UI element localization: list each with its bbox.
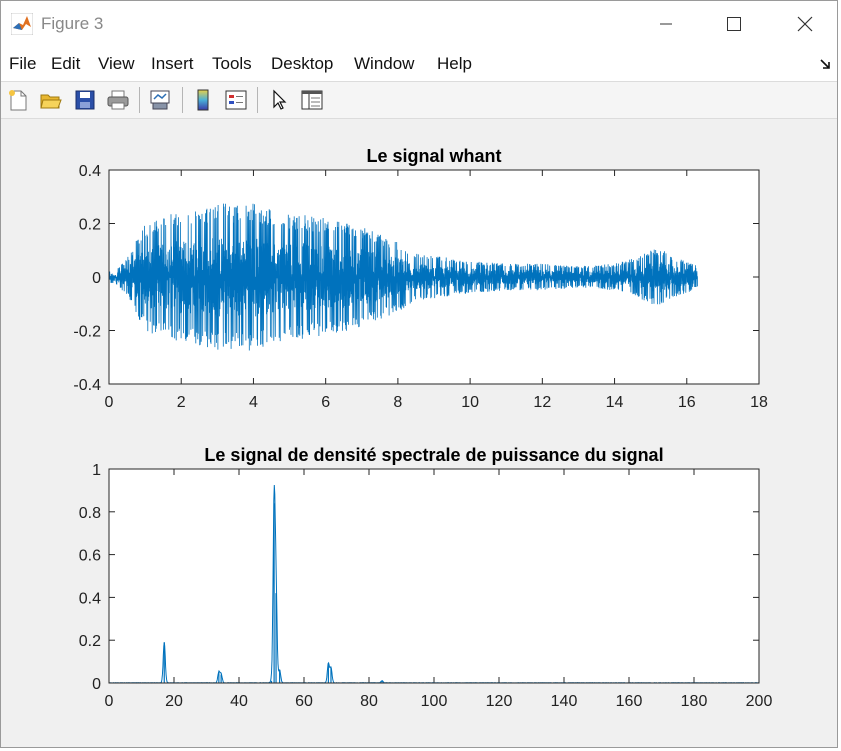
new-figure-button[interactable] bbox=[4, 86, 32, 114]
dock-figure-icon[interactable] bbox=[820, 58, 832, 70]
save-button[interactable] bbox=[71, 86, 99, 114]
y-tick-label: -0.2 bbox=[73, 324, 101, 341]
axes-signal[interactable]: Le signal whant 0 2 4 6 8 10 12 14 16 18 -0.4 -0.2 0 0… bbox=[73, 146, 768, 411]
print-button[interactable] bbox=[104, 86, 132, 114]
x-tick-label: 0 bbox=[105, 693, 114, 710]
menu-desktop[interactable]: Desktop bbox=[271, 54, 334, 73]
x-tick-label: 2 bbox=[177, 394, 186, 411]
property-inspector-icon bbox=[301, 90, 323, 110]
axes-psd[interactable]: Le signal de densité spectrale de puissa… bbox=[79, 445, 773, 710]
menu-help[interactable]: Help bbox=[437, 54, 472, 73]
link-plot-button[interactable] bbox=[146, 86, 174, 114]
axes-box bbox=[108, 468, 760, 684]
colorbar-icon bbox=[197, 89, 209, 111]
toolbar-separator bbox=[182, 87, 183, 113]
background-strip bbox=[838, 0, 841, 751]
property-inspector-button[interactable] bbox=[298, 86, 326, 114]
figure-canvas: Le signal whant 0 2 4 6 8 10 12 14 16 18 -0.4 -0.2 0 0… bbox=[1, 119, 837, 747]
plot-title: Le signal whant bbox=[366, 146, 501, 166]
maximize-icon bbox=[727, 17, 741, 31]
menu-edit[interactable]: Edit bbox=[51, 54, 81, 73]
menu-insert[interactable]: Insert bbox=[151, 54, 194, 73]
x-tick-label: 140 bbox=[551, 693, 578, 710]
x-tick-label: 180 bbox=[681, 693, 708, 710]
y-tick-label: 0.4 bbox=[79, 163, 101, 180]
x-tick-label: 20 bbox=[165, 693, 183, 710]
x-tick-label: 12 bbox=[533, 394, 551, 411]
open-file-button[interactable] bbox=[37, 86, 65, 114]
print-icon bbox=[107, 90, 129, 110]
toolbar-separator bbox=[257, 87, 258, 113]
menu-bar: File Edit View Insert Tools Desktop Wind… bbox=[1, 47, 837, 82]
x-tick-label: 100 bbox=[421, 693, 448, 710]
signal-series-line bbox=[108, 203, 698, 351]
x-tick-label: 18 bbox=[750, 394, 768, 411]
title-bar: Figure 3 bbox=[1, 1, 837, 47]
x-tick-label: 8 bbox=[393, 394, 402, 411]
x-tick-label: 6 bbox=[321, 394, 330, 411]
toolbar bbox=[1, 82, 837, 119]
x-tick-label: 200 bbox=[746, 693, 773, 710]
toolbar-separator bbox=[139, 87, 140, 113]
x-tick-label: 16 bbox=[678, 394, 696, 411]
legend-button[interactable] bbox=[222, 86, 250, 114]
matlab-logo-icon bbox=[11, 13, 33, 35]
legend-icon bbox=[225, 90, 247, 110]
y-tick-label: -0.4 bbox=[73, 377, 101, 394]
link-plot-icon bbox=[150, 90, 170, 110]
edit-plot-arrow-icon bbox=[273, 89, 287, 110]
menu-tools[interactable]: Tools bbox=[212, 54, 252, 73]
open-file-icon bbox=[40, 94, 62, 109]
plot-title: Le signal de densité spectrale de puissa… bbox=[204, 445, 663, 465]
x-tick-label: 4 bbox=[249, 394, 258, 411]
new-figure-icon bbox=[9, 90, 27, 111]
minimize-button[interactable] bbox=[646, 9, 686, 39]
x-tick-label: 120 bbox=[486, 693, 513, 710]
y-tick-label: 0.8 bbox=[79, 505, 101, 522]
y-tick-label: 0.2 bbox=[79, 633, 101, 650]
y-tick-label: 0.4 bbox=[79, 590, 101, 607]
y-tick-label: 0 bbox=[92, 270, 101, 287]
y-tick-label: 0 bbox=[92, 676, 101, 693]
maximize-button[interactable] bbox=[714, 9, 754, 39]
x-tick-label: 10 bbox=[461, 394, 479, 411]
menu-view[interactable]: View bbox=[98, 54, 135, 73]
x-tick-label: 0 bbox=[105, 394, 114, 411]
y-tick-label: 1 bbox=[92, 462, 101, 479]
colorbar-button[interactable] bbox=[189, 86, 217, 114]
x-tick-label: 40 bbox=[230, 693, 248, 710]
save-icon bbox=[75, 90, 95, 110]
edit-plot-button[interactable] bbox=[265, 86, 293, 114]
close-button[interactable] bbox=[785, 9, 825, 39]
x-tick-label: 60 bbox=[295, 693, 313, 710]
y-tick-label: 0.6 bbox=[79, 548, 101, 565]
menu-file[interactable]: File bbox=[9, 54, 37, 73]
axes-background bbox=[109, 469, 759, 683]
menu-window[interactable]: Window bbox=[354, 54, 415, 73]
window-title: Figure 3 bbox=[41, 14, 104, 33]
y-tick-label: 0.2 bbox=[79, 217, 101, 234]
minimize-icon bbox=[660, 23, 672, 25]
close-icon bbox=[797, 16, 813, 32]
x-tick-label: 14 bbox=[606, 394, 624, 411]
x-tick-label: 80 bbox=[360, 693, 378, 710]
axes-box bbox=[108, 169, 760, 385]
x-tick-label: 160 bbox=[616, 693, 643, 710]
